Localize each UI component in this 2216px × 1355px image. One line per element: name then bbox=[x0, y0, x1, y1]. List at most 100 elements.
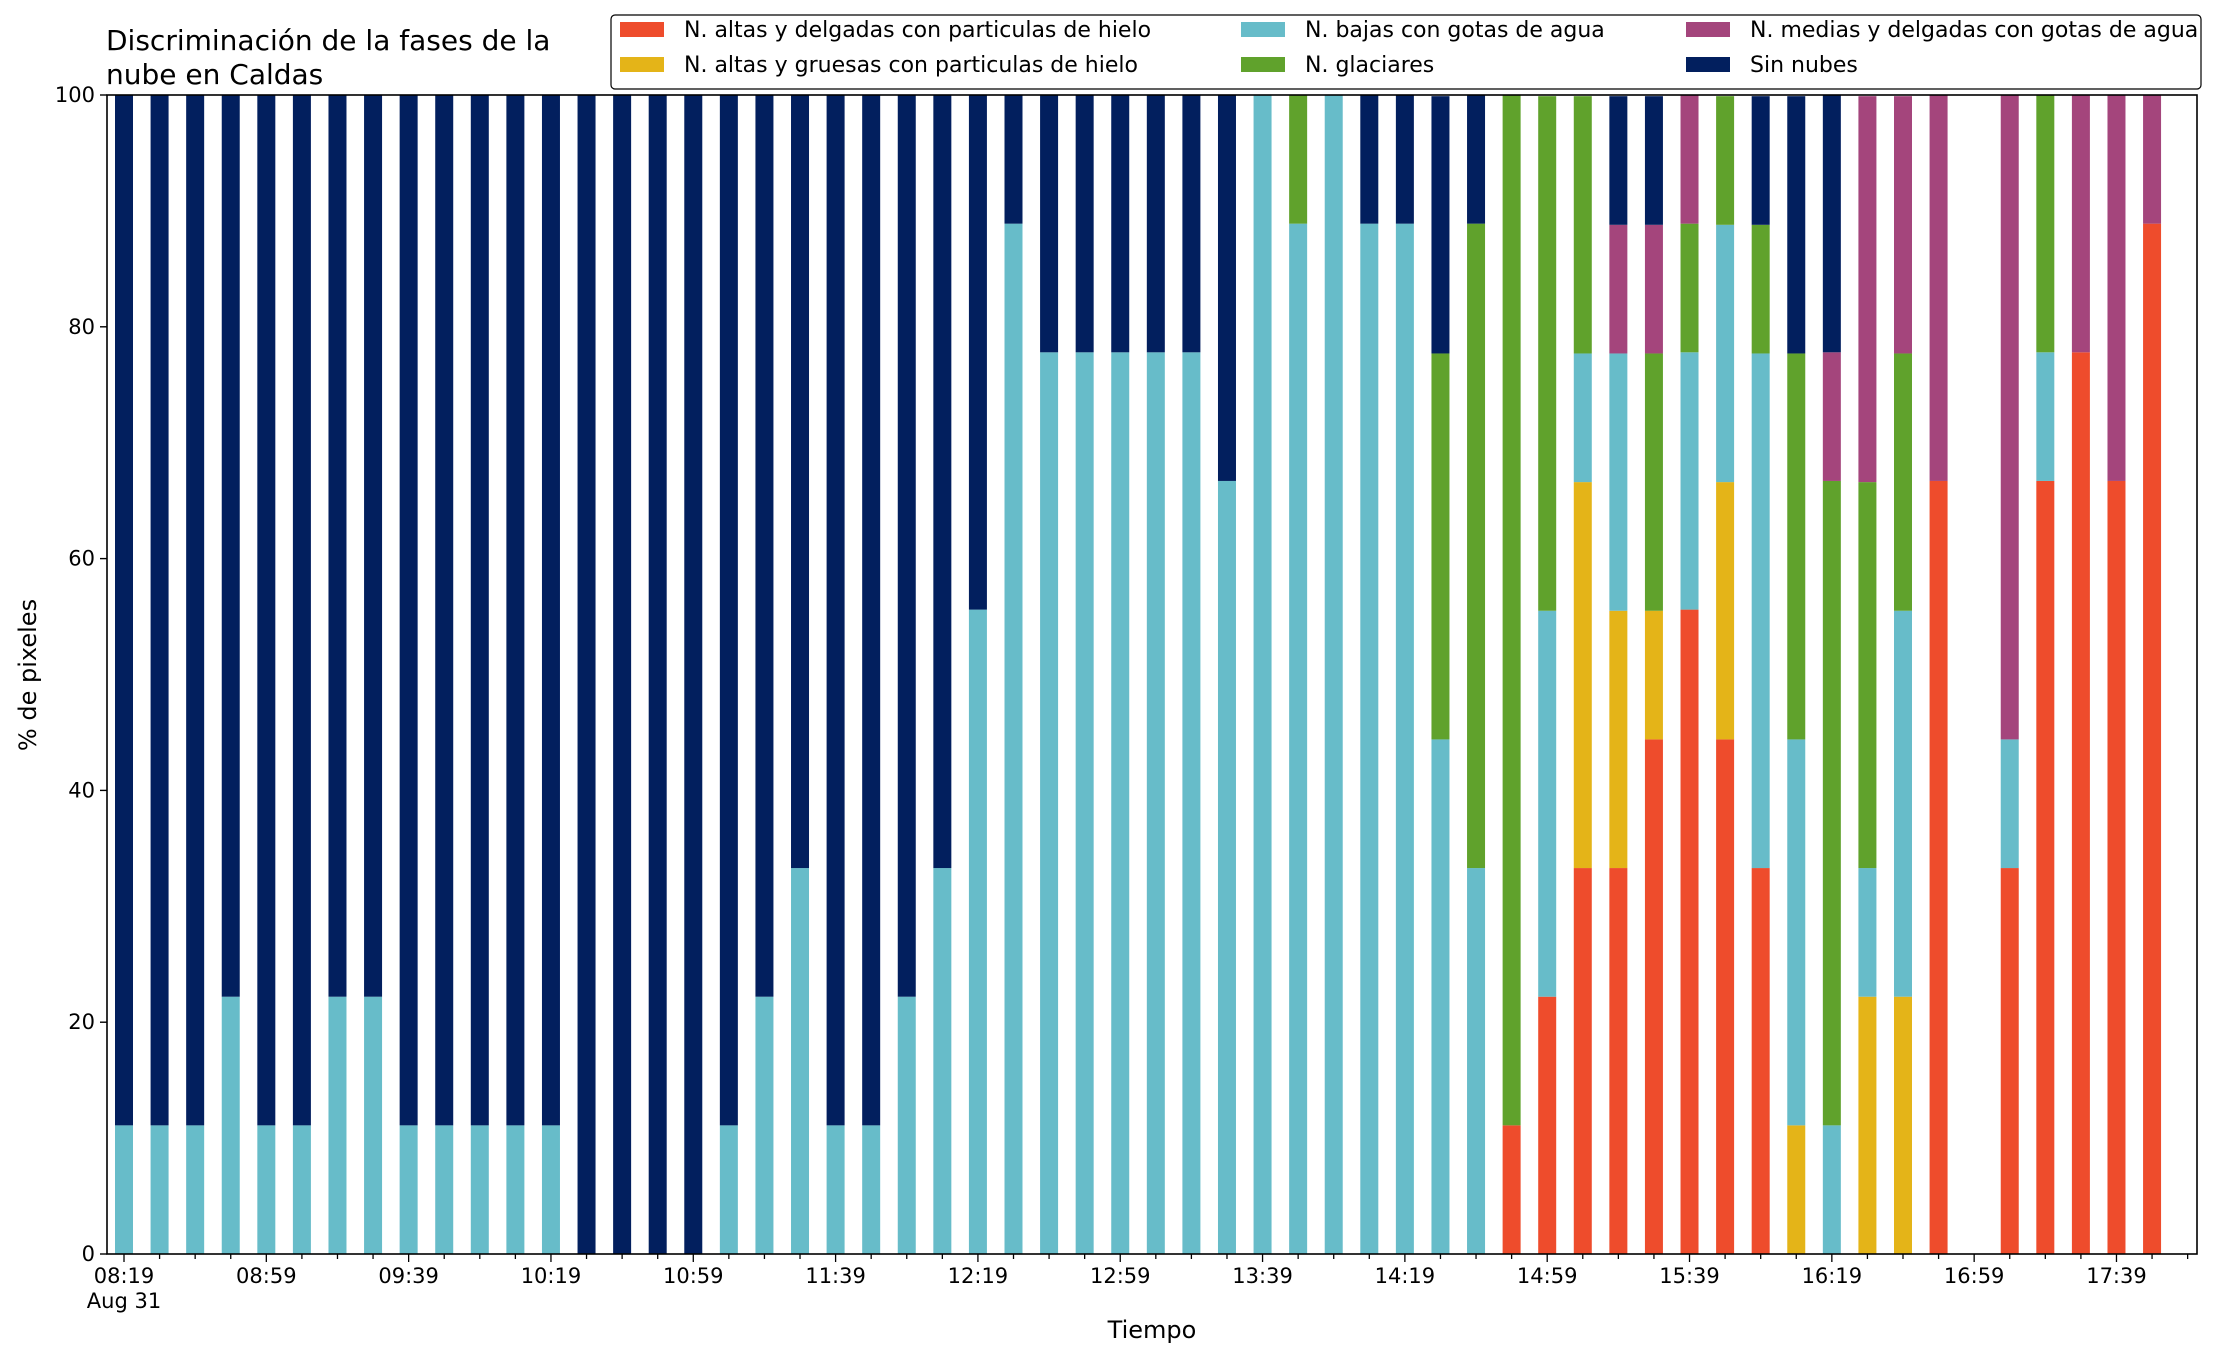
bar-segment-sin-nubes bbox=[719, 95, 738, 1126]
bar-segment-hielo-delgadas bbox=[1538, 996, 1557, 1254]
legend-label-hielo-delgadas: N. altas y delgadas con particulas de hi… bbox=[684, 18, 1151, 43]
bar-segment-sin-nubes bbox=[1751, 96, 1770, 225]
y-tick-label: 100 bbox=[55, 83, 95, 107]
x-tick-label: 10:59 bbox=[663, 1264, 724, 1288]
bar-segment-bajas-agua bbox=[1289, 223, 1308, 1254]
bar-segment-bajas-agua bbox=[328, 996, 347, 1254]
y-axis: 0 20 40 60 80 100 bbox=[55, 83, 107, 1266]
bar-segment-sin-nubes bbox=[506, 95, 525, 1126]
bar-segment-sin-nubes bbox=[862, 95, 881, 1126]
bar-segment-bajas-agua bbox=[292, 1125, 311, 1254]
bar-segment-bajas-agua bbox=[1146, 352, 1165, 1254]
bar-segment-sin-nubes bbox=[328, 95, 347, 997]
bar-segment-bajas-agua bbox=[862, 1125, 881, 1254]
bar-segment-sin-nubes bbox=[1075, 95, 1094, 353]
bar-segment-medias-agua bbox=[1929, 95, 1948, 481]
x-date-label: Aug 31 bbox=[87, 1289, 161, 1313]
chart-title-line-1: Discriminación de la fases de la bbox=[106, 24, 550, 57]
bar-segment-sin-nubes bbox=[470, 95, 489, 1126]
legend-box bbox=[610, 14, 2202, 90]
bar-segment-sin-nubes bbox=[1644, 96, 1663, 225]
x-tick-label: 17:39 bbox=[2086, 1264, 2147, 1288]
bar-segment-bajas-agua bbox=[186, 1125, 205, 1254]
y-tick-label: 0 bbox=[82, 1242, 95, 1266]
plot-frame bbox=[106, 94, 2198, 1255]
bar-segment-sin-nubes bbox=[1111, 95, 1130, 353]
bar-segment-sin-nubes bbox=[968, 95, 987, 610]
bar-segment-sin-nubes bbox=[1609, 96, 1628, 225]
bar-segment-sin-nubes bbox=[933, 95, 952, 869]
bar-segment-glaciares bbox=[1431, 353, 1450, 740]
bar-segment-hielo-delgadas bbox=[1716, 739, 1735, 1254]
bar-segment-sin-nubes bbox=[826, 95, 845, 1126]
x-tick-label: 14:59 bbox=[1517, 1264, 1578, 1288]
bar-segment-glaciares bbox=[1538, 96, 1557, 611]
bar-segment-bajas-agua bbox=[1395, 223, 1414, 1254]
bar-segment-bajas-agua bbox=[221, 996, 240, 1254]
bar-segment-bajas-agua bbox=[150, 1125, 169, 1254]
bar-segment-sin-nubes bbox=[1822, 95, 1841, 353]
bar-segment-bajas-agua bbox=[791, 868, 810, 1254]
bar-segment-hielo-gruesas bbox=[1787, 1125, 1806, 1254]
legend-swatch-medias-agua bbox=[1686, 22, 1730, 37]
y-axis-label: % de pixeles bbox=[14, 599, 42, 751]
chart-title: Discriminación de la fases de la nube en… bbox=[106, 24, 550, 91]
legend-swatch-sin-nubes bbox=[1686, 57, 1730, 72]
bar-segment-glaciares bbox=[1644, 353, 1663, 611]
x-tick-label: 08:19 bbox=[94, 1264, 155, 1288]
bar-segment-hielo-delgadas bbox=[1502, 1125, 1521, 1254]
bar-segment-sin-nubes bbox=[1040, 95, 1059, 353]
bar-segment-bajas-agua bbox=[1004, 223, 1023, 1254]
bar-segment-bajas-agua bbox=[719, 1125, 738, 1254]
bar-segment-sin-nubes bbox=[1182, 95, 1201, 353]
legend: N. altas y delgadas con particulas de hi… bbox=[610, 14, 2202, 90]
bar-segment-bajas-agua bbox=[826, 1125, 845, 1254]
bar-segment-bajas-agua bbox=[1040, 352, 1059, 1254]
bar-segment-sin-nubes bbox=[1004, 95, 1023, 224]
x-tick-label: 14:19 bbox=[1375, 1264, 1436, 1288]
bar-segment-hielo-delgadas bbox=[2107, 480, 2126, 1254]
x-tick-label: 10:19 bbox=[521, 1264, 582, 1288]
bar-segment-glaciares bbox=[1751, 224, 1770, 354]
bar-segment-bajas-agua bbox=[1609, 353, 1628, 611]
x-tick-label: 11:39 bbox=[805, 1264, 866, 1288]
bar-segment-medias-agua bbox=[1644, 224, 1663, 354]
bar-segment-glaciares bbox=[2036, 95, 2055, 353]
bar-segment-hielo-delgadas bbox=[2000, 868, 2019, 1254]
bar-segment-hielo-delgadas bbox=[1929, 480, 1948, 1254]
bar-segment-hielo-delgadas bbox=[1751, 868, 1770, 1254]
bar-segment-hielo-gruesas bbox=[1644, 610, 1663, 740]
bar-segment-medias-agua bbox=[2143, 95, 2162, 224]
bar-segment-glaciares bbox=[1716, 96, 1735, 225]
x-tick-label: 16:59 bbox=[1944, 1264, 2005, 1288]
legend-label-sin-nubes: Sin nubes bbox=[1750, 53, 1858, 78]
bar-segment-bajas-agua bbox=[1360, 223, 1379, 1254]
x-tick-label: 08:59 bbox=[236, 1264, 297, 1288]
chart-title-line-2: nube en Caldas bbox=[106, 58, 323, 91]
bar-segment-bajas-agua bbox=[1822, 1125, 1841, 1254]
bar-segment-bajas-agua bbox=[541, 1125, 560, 1254]
bar-segment-sin-nubes bbox=[613, 95, 632, 1254]
bar-segment-bajas-agua bbox=[1111, 352, 1130, 1254]
legend-swatch-hielo-delgadas bbox=[620, 22, 664, 37]
bar-segment-bajas-agua bbox=[1182, 352, 1201, 1254]
bar-segment-medias-agua bbox=[2071, 95, 2090, 353]
bar-segment-sin-nubes bbox=[257, 95, 276, 1126]
legend-label-bajas-agua: N. bajas con gotas de agua bbox=[1305, 18, 1605, 43]
y-tick-label: 20 bbox=[68, 1010, 95, 1034]
bar-segment-bajas-agua bbox=[470, 1125, 489, 1254]
x-tick-label: 12:19 bbox=[948, 1264, 1009, 1288]
x-tick-label: 12:59 bbox=[1090, 1264, 1151, 1288]
bar-segment-sin-nubes bbox=[115, 95, 133, 1126]
bar-segment-sin-nubes bbox=[897, 95, 916, 997]
bar-segment-sin-nubes bbox=[1146, 95, 1165, 353]
bar-segment-bajas-agua bbox=[506, 1125, 525, 1254]
bar-segment-bajas-agua bbox=[1467, 868, 1486, 1254]
bar-segment-hielo-gruesas bbox=[1894, 996, 1912, 1254]
bar-segment-sin-nubes bbox=[292, 95, 311, 1126]
y-tick-label: 80 bbox=[68, 315, 95, 339]
bar-segment-bajas-agua bbox=[1858, 868, 1877, 997]
bar-segment-sin-nubes bbox=[399, 95, 418, 1126]
bar-segment-sin-nubes bbox=[150, 95, 169, 1126]
bar-segment-hielo-delgadas bbox=[1644, 739, 1663, 1254]
